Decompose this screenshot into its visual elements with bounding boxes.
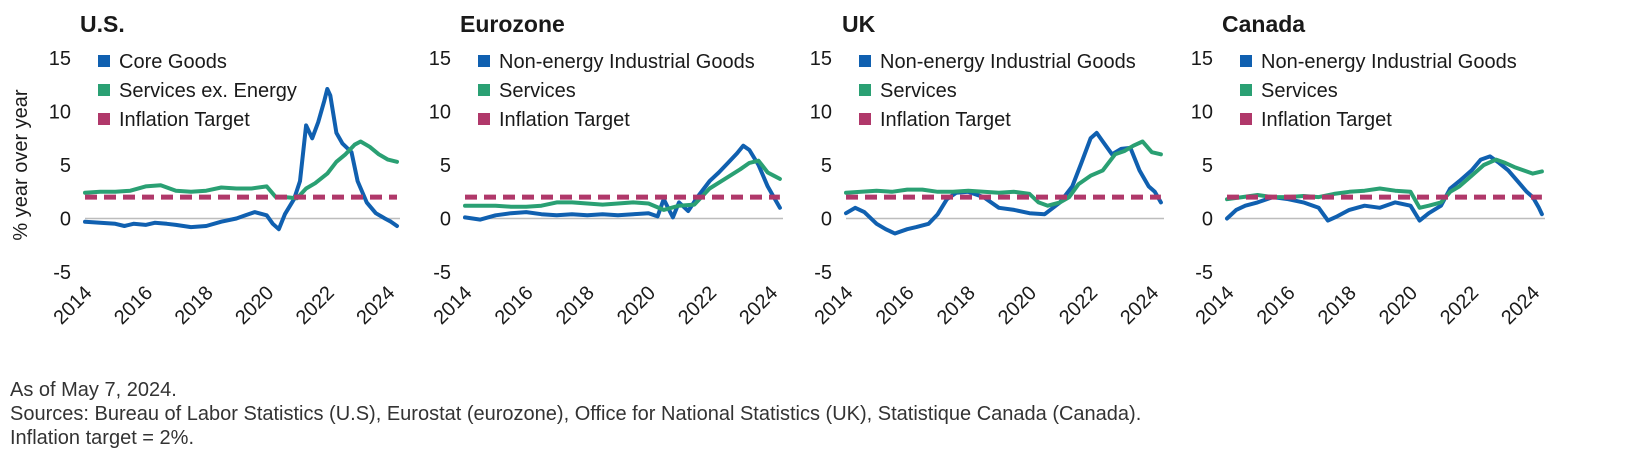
- legend-label: Inflation Target: [1261, 109, 1392, 131]
- series-line-services: [463, 158, 782, 212]
- legend-swatch: [98, 84, 110, 96]
- series-line-non-energy-industrial-goods: [844, 130, 1163, 236]
- legend-swatch: [1240, 55, 1252, 67]
- series-line-services: [844, 139, 1163, 208]
- x-tick-label: 2022: [292, 282, 339, 329]
- sources-note: Sources: Bureau of Labor Statistics (U.S…: [10, 403, 1142, 425]
- chart-panel-1: Eurozone -5 0 5 10 15 2014 2016 2018 2020 2022 2024…: [429, 11, 783, 329]
- x-tick-label: 2020: [231, 282, 278, 329]
- x-tick-label: 2018: [171, 282, 218, 329]
- legend-swatch: [1240, 113, 1252, 125]
- chart-panel-3: Canada -5 0 5 10 15 2014 2016 2018 2020 2022 2024 No…: [1191, 11, 1545, 329]
- legend-label: Services ex. Energy: [119, 80, 297, 102]
- y-tick-label: 0: [440, 209, 451, 231]
- x-tick-label: 2016: [110, 282, 157, 329]
- y-tick-label: 10: [1191, 102, 1213, 124]
- series-line-services-ex-energy: [83, 139, 399, 201]
- legend-label: Core Goods: [119, 51, 227, 73]
- chart-panel-2: UK -5 0 5 10 15 2014 2016 2018 2020 2022 2024 Non-en…: [810, 11, 1164, 329]
- y-tick-label: -5: [433, 262, 451, 284]
- legend-label: Inflation Target: [499, 109, 630, 131]
- x-tick-label: 2018: [552, 282, 599, 329]
- legend-label: Non-energy Industrial Goods: [499, 51, 755, 73]
- x-tick-label: 2018: [1314, 282, 1361, 329]
- legend-swatch: [478, 84, 490, 96]
- series-line-core-goods: [83, 87, 399, 232]
- x-tick-label: 2024: [1497, 282, 1544, 329]
- x-tick-label: 2024: [735, 282, 782, 329]
- x-tick-label: 2016: [491, 282, 538, 329]
- x-tick-label: 2022: [1055, 282, 1102, 329]
- legend-swatch: [98, 55, 110, 67]
- legend-label: Services: [880, 80, 957, 102]
- legend-label: Inflation Target: [880, 109, 1011, 131]
- x-tick-label: 2016: [1253, 282, 1300, 329]
- legend-label: Inflation Target: [119, 109, 250, 131]
- x-tick-label: 2014: [50, 282, 97, 329]
- legend-label: Non-energy Industrial Goods: [880, 51, 1136, 73]
- x-tick-label: 2014: [811, 282, 858, 329]
- y-axis-label: % year over year: [10, 89, 32, 241]
- y-tick-label: 5: [440, 155, 451, 177]
- x-tick-label: 2020: [1375, 282, 1422, 329]
- x-tick-label: 2014: [1192, 282, 1239, 329]
- y-tick-label: -5: [53, 262, 71, 284]
- legend-swatch: [98, 113, 110, 125]
- y-tick-label: 0: [60, 209, 71, 231]
- legend-swatch: [478, 55, 490, 67]
- chart-title: UK: [842, 11, 876, 37]
- y-tick-label: 0: [821, 209, 832, 231]
- legend-swatch: [1240, 84, 1252, 96]
- series-line-services: [1225, 157, 1544, 210]
- y-tick-label: 15: [1191, 48, 1213, 70]
- chart-title: Canada: [1222, 11, 1305, 37]
- y-tick-label: 15: [49, 48, 71, 70]
- y-tick-label: 10: [49, 102, 71, 124]
- x-tick-label: 2024: [352, 282, 399, 329]
- x-tick-label: 2024: [1116, 282, 1163, 329]
- y-tick-label: 15: [429, 48, 451, 70]
- y-tick-label: 5: [1202, 155, 1213, 177]
- y-tick-label: -5: [1195, 262, 1213, 284]
- chart-title: U.S.: [80, 11, 125, 37]
- x-tick-label: 2020: [613, 282, 660, 329]
- y-tick-label: 5: [821, 155, 832, 177]
- y-tick-label: -5: [814, 262, 832, 284]
- legend-swatch: [478, 113, 490, 125]
- y-tick-label: 0: [1202, 209, 1213, 231]
- inflation-components-figure: U.S. % year over year -5 0 5 10 15 2014 2016 2018…: [10, 11, 1545, 329]
- chart-panel-0: U.S. % year over year -5 0 5 10 15 2014 2016 2018…: [10, 11, 400, 329]
- target-note: Inflation target = 2%.: [10, 427, 195, 449]
- legend-label: Services: [1261, 80, 1338, 102]
- legend-swatch: [859, 84, 871, 96]
- footnotes: As of May 7, 2024. Sources: Bureau of La…: [10, 378, 1141, 450]
- legend-swatch: [859, 113, 871, 125]
- legend-label: Non-energy Industrial Goods: [1261, 51, 1517, 73]
- y-tick-label: 15: [810, 48, 832, 70]
- legend-swatch: [859, 55, 871, 67]
- x-tick-label: 2018: [933, 282, 980, 329]
- x-tick-label: 2014: [430, 282, 477, 329]
- y-tick-label: 10: [429, 102, 451, 124]
- y-tick-label: 10: [810, 102, 832, 124]
- y-tick-label: 5: [60, 155, 71, 177]
- chart-title: Eurozone: [460, 11, 565, 37]
- legend-label: Services: [499, 80, 576, 102]
- x-tick-label: 2022: [1436, 282, 1483, 329]
- x-tick-label: 2022: [674, 282, 721, 329]
- x-tick-label: 2016: [872, 282, 919, 329]
- as-of-note: As of May 7, 2024.: [10, 379, 177, 401]
- x-tick-label: 2020: [994, 282, 1041, 329]
